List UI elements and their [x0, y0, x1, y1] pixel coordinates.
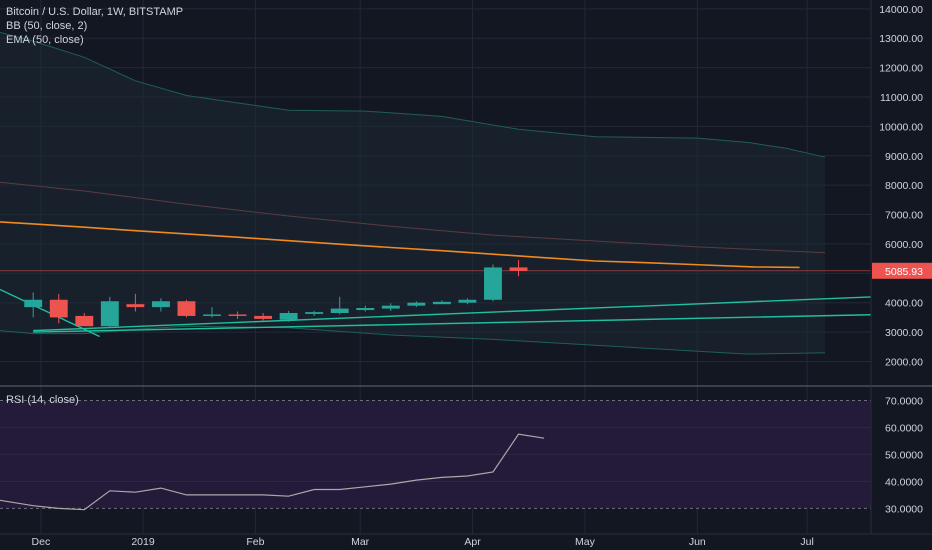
- candle-body: [458, 299, 477, 303]
- time-tick-label: Apr: [464, 536, 481, 548]
- bb-lower-line: [0, 325, 826, 355]
- candle-body: [177, 301, 196, 316]
- rsi-tick-label: 50.0000: [885, 449, 923, 461]
- time-tick-label: 2019: [131, 536, 155, 548]
- candle-body: [75, 315, 94, 327]
- candle: [279, 310, 298, 322]
- last-price-tag: [872, 262, 932, 279]
- price-tick-label: 7000.00: [885, 210, 923, 222]
- price-panel: [0, 31, 871, 355]
- time-tick-label: Dec: [32, 536, 51, 548]
- candle-body: [381, 305, 400, 309]
- candle-body: [100, 301, 119, 327]
- candle: [356, 305, 375, 312]
- ema-line: [0, 221, 800, 269]
- candle-body: [356, 308, 375, 311]
- candle: [203, 307, 221, 318]
- symbol-legend[interactable]: Bitcoin / U.S. Dollar, 1W, BITSTAMP: [6, 6, 184, 18]
- candle: [100, 296, 119, 328]
- candle-body: [126, 304, 145, 308]
- bb-legend[interactable]: BB (50, close, 2): [6, 20, 88, 32]
- candle-body: [305, 312, 324, 314]
- candle-body: [151, 301, 170, 308]
- rsi-panel: [0, 399, 871, 511]
- time-tick-label: Mar: [351, 536, 370, 548]
- bb-basis-line: [0, 181, 826, 254]
- ema-legend[interactable]: EMA (50, close): [6, 34, 84, 46]
- price-tick-label: 6000.00: [885, 239, 923, 251]
- candle: [305, 310, 324, 316]
- candle: [330, 296, 349, 315]
- candle-body: [203, 314, 221, 316]
- price-tick-label: 2000.00: [885, 356, 923, 368]
- rsi-tick-label: 40.0000: [885, 476, 923, 488]
- candle: [484, 264, 502, 302]
- candle: [75, 312, 94, 327]
- rsi-line: [0, 433, 545, 511]
- rsi-tick-label: 70.0000: [885, 395, 923, 407]
- candle-body: [279, 312, 298, 320]
- time-tick-label: May: [575, 536, 596, 548]
- candle: [458, 298, 477, 305]
- time-tick-label: Jul: [800, 536, 813, 548]
- candle: [24, 292, 43, 318]
- price-tick-label: 14000.00: [879, 4, 923, 16]
- candle-body: [228, 314, 247, 316]
- candle: [49, 293, 68, 324]
- time-tick-label: Jun: [689, 536, 706, 548]
- price-tick-label: 11000.00: [880, 92, 923, 104]
- price-tick-label: 13000.00: [879, 33, 923, 45]
- price-tick-label: 8000.00: [885, 180, 923, 192]
- candle: [151, 298, 170, 312]
- rsi-tick-label: 30.0000: [885, 503, 923, 515]
- candle: [509, 260, 528, 277]
- time-tick-label: Feb: [246, 536, 264, 548]
- candle: [407, 301, 426, 308]
- trendline: [33, 314, 871, 333]
- bb-upper-line: [0, 31, 826, 158]
- price-tick-label: 10000.00: [879, 121, 923, 133]
- candle: [432, 300, 451, 305]
- candle-body: [509, 267, 528, 271]
- rsi-tick-label: 60.0000: [885, 422, 923, 434]
- candle-body: [254, 315, 273, 319]
- price-tick-label: 9000.00: [885, 151, 923, 163]
- rsi-legend[interactable]: RSI (14, close): [6, 394, 79, 406]
- candle: [254, 312, 273, 321]
- candle-body: [24, 299, 43, 308]
- price-tick-label: 4000.00: [885, 298, 923, 310]
- trendline: [33, 296, 871, 332]
- candle: [228, 311, 247, 319]
- candle-body: [484, 267, 502, 300]
- candle-body: [407, 302, 426, 306]
- candle: [126, 293, 145, 312]
- candle: [381, 303, 400, 311]
- candle-body: [432, 301, 451, 305]
- price-tick-label: 12000.00: [879, 63, 923, 75]
- candle-body: [330, 308, 349, 313]
- last-price-label: 5085.93: [885, 266, 923, 278]
- candle: [177, 299, 196, 318]
- bb-fill: [0, 32, 825, 355]
- price-tick-label: 3000.00: [885, 327, 923, 339]
- candle-body: [49, 299, 68, 318]
